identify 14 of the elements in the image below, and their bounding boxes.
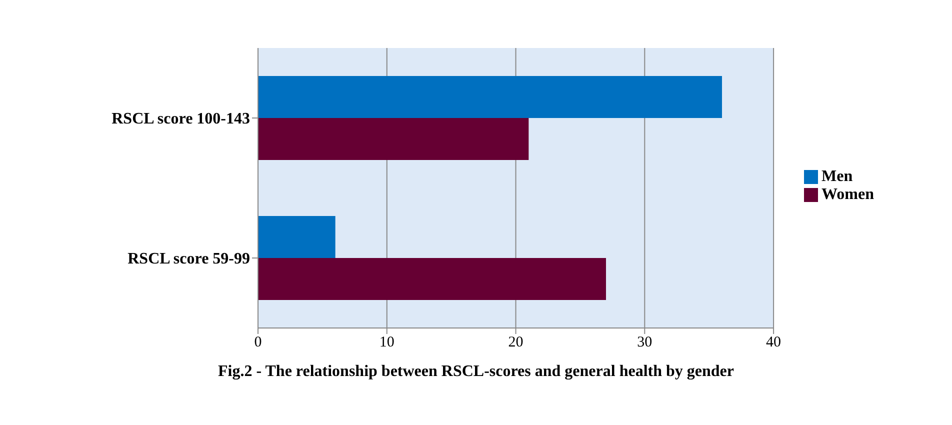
x-tick-label: 30 bbox=[637, 334, 652, 351]
bar bbox=[258, 216, 336, 258]
y-tick-label: RSCL score 100-143 bbox=[112, 110, 250, 128]
legend-label: Men bbox=[822, 168, 853, 184]
text: Fig.2 - The relationship between RSCL-scores and general health by gender bbox=[216, 363, 735, 381]
x-tick-label: 10 bbox=[379, 334, 394, 351]
bar bbox=[258, 258, 606, 300]
x-tick-label: 0 bbox=[254, 334, 262, 351]
x-tick-label: 40 bbox=[766, 334, 782, 351]
legend-label: Women bbox=[822, 186, 874, 202]
bar bbox=[258, 118, 529, 160]
y-tick-label: RSCL score 59-99 bbox=[128, 250, 250, 268]
x-tick-label: 20 bbox=[508, 334, 524, 351]
bar bbox=[258, 76, 722, 118]
